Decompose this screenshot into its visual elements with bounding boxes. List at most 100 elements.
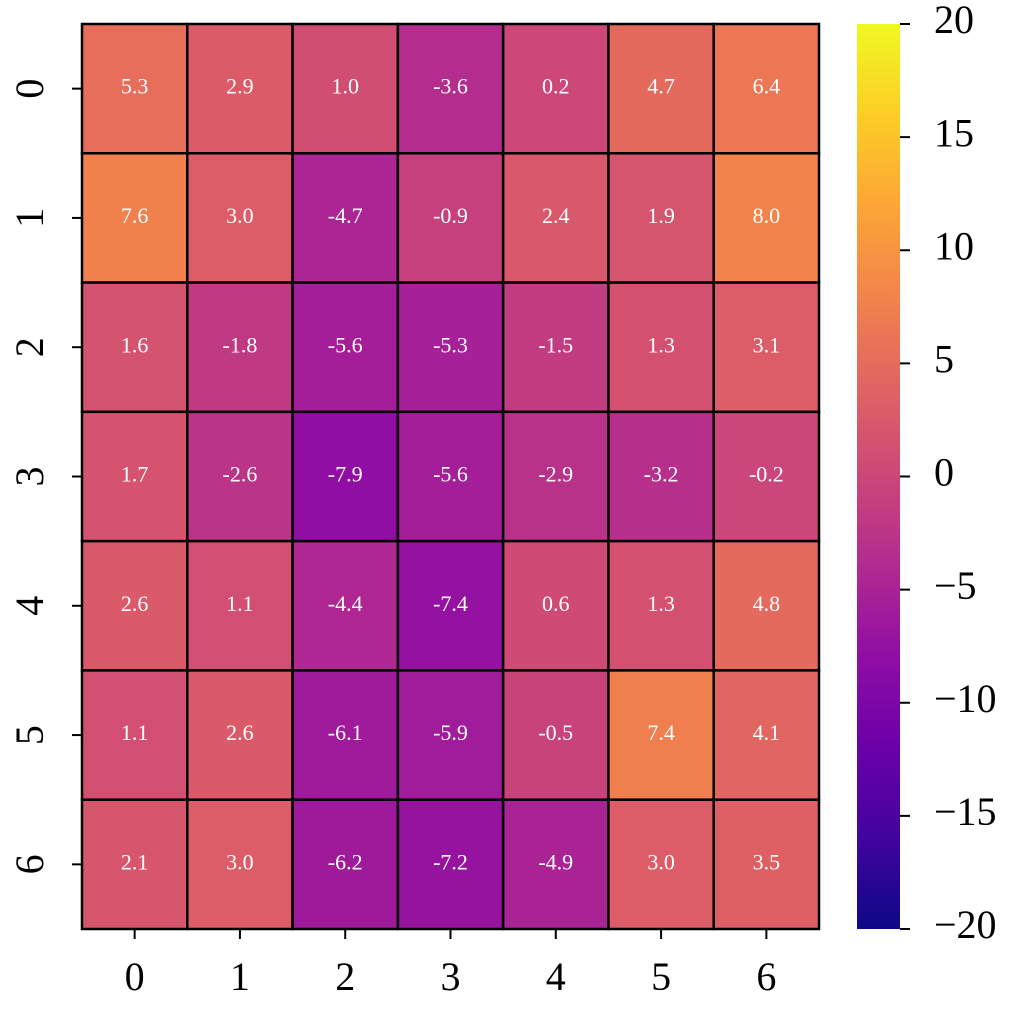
heatmap-cell — [396, 281, 505, 414]
heatmap-cell — [291, 281, 400, 414]
cell-label: -4.9 — [538, 849, 573, 874]
y-tick-label: 5 — [7, 725, 52, 745]
heatmap-cell — [186, 410, 294, 543]
heatmap-cell — [80, 539, 189, 672]
cell-label: 3.0 — [226, 203, 254, 228]
x-tick-label: 0 — [125, 954, 145, 999]
heatmap-cell — [186, 22, 294, 155]
cell-label: 1.1 — [226, 591, 254, 616]
x-tick-label: 2 — [335, 954, 355, 999]
heatmap-cell — [501, 152, 610, 284]
cell-label: -3.2 — [644, 462, 679, 487]
cell-label: 0.6 — [542, 591, 570, 616]
colorbar-tick-label: −5 — [934, 563, 977, 608]
cell-label: 2.6 — [121, 591, 149, 616]
heatmap-cell — [291, 22, 400, 155]
cell-label: 1.6 — [121, 332, 149, 357]
heatmap-cell — [712, 798, 821, 931]
cell-label: -2.9 — [538, 462, 573, 487]
y-tick-label: 2 — [7, 337, 52, 357]
cell-label: -5.3 — [433, 332, 468, 357]
cell-label: 4.8 — [753, 591, 781, 616]
cell-label: 2.9 — [226, 74, 254, 99]
heatmap-cell — [291, 539, 400, 672]
cell-label: 3.0 — [226, 849, 254, 874]
heatmap-cell — [607, 22, 715, 155]
heatmap-cell — [80, 22, 189, 155]
cell-label: -6.1 — [328, 720, 363, 745]
cell-label: -0.2 — [749, 462, 784, 487]
cell-label: 4.7 — [647, 74, 675, 99]
cell-label: -1.5 — [538, 332, 573, 357]
cell-label: -2.6 — [223, 462, 258, 487]
x-tick-label: 3 — [441, 954, 461, 999]
cell-label: 5.3 — [121, 74, 149, 99]
y-tick-label: 4 — [7, 596, 52, 616]
heatmap-cell — [80, 410, 189, 543]
colorbar-tick-label: 20 — [934, 0, 974, 42]
cell-label: 3.0 — [647, 849, 675, 874]
cell-label: -7.9 — [328, 462, 363, 487]
cell-label: 3.1 — [753, 332, 781, 357]
cell-label: 2.1 — [121, 849, 149, 874]
heatmap-cell — [186, 281, 294, 414]
cell-label: 1.7 — [121, 462, 149, 487]
x-tick-label: 6 — [756, 954, 776, 999]
heatmap-cell — [607, 798, 715, 931]
colorbar-tick-label: 10 — [934, 223, 974, 268]
colorbar-tick-label: 15 — [934, 110, 974, 155]
cell-label: 3.5 — [753, 849, 781, 874]
cell-label: -4.7 — [328, 203, 363, 228]
cell-label: -5.6 — [433, 462, 468, 487]
heatmap-cell — [607, 281, 715, 414]
cell-label: 7.4 — [647, 720, 675, 745]
cell-label: -5.9 — [433, 720, 468, 745]
cell-label: -6.2 — [328, 849, 363, 874]
heatmap-cell — [501, 669, 610, 801]
heatmap-cell — [712, 410, 821, 543]
cell-label: 1.0 — [331, 74, 359, 99]
heatmap-cell — [712, 152, 821, 284]
colorbar-tick-label: −20 — [934, 902, 997, 947]
colorbar-tick-label: 0 — [934, 450, 954, 495]
cell-label: 1.3 — [647, 332, 675, 357]
heatmap-cell — [80, 669, 189, 801]
colorbar-tick-label: 5 — [934, 337, 954, 382]
x-tick-label: 4 — [546, 954, 566, 999]
colorbar-tick-label: −10 — [934, 676, 997, 721]
x-tick-label: 5 — [651, 954, 671, 999]
cell-label: -3.6 — [433, 74, 468, 99]
cell-label: -0.5 — [538, 720, 573, 745]
heatmap-cell — [501, 281, 610, 414]
heatmap-cell — [712, 281, 821, 414]
cell-label: 6.4 — [753, 74, 781, 99]
y-tick-label: 6 — [7, 854, 52, 874]
heatmap-cell — [396, 669, 505, 801]
heatmap-cell — [712, 669, 821, 801]
cell-label: 1.9 — [647, 203, 675, 228]
cell-label: 1.3 — [647, 591, 675, 616]
heatmap-cell — [396, 798, 505, 931]
cell-label: 1.1 — [121, 720, 149, 745]
cell-label: 4.1 — [753, 720, 781, 745]
cell-label: 2.4 — [542, 203, 570, 228]
colorbar — [857, 24, 900, 929]
heatmap-cell — [607, 410, 715, 543]
heatmap-cell — [80, 798, 189, 931]
cell-label: 0.2 — [542, 74, 570, 99]
cell-label: 2.6 — [226, 720, 254, 745]
y-tick-label: 0 — [7, 79, 52, 99]
y-tick-label: 1 — [7, 208, 52, 228]
y-tick-label: 3 — [7, 467, 52, 487]
cell-label: 8.0 — [753, 203, 781, 228]
heatmap-cell — [291, 152, 400, 284]
cell-label: -4.4 — [328, 591, 363, 616]
cell-label: -1.8 — [223, 332, 258, 357]
cell-label: -7.4 — [433, 591, 468, 616]
cell-label: -0.9 — [433, 203, 468, 228]
heatmap-cell — [186, 669, 294, 801]
cell-label: -5.6 — [328, 332, 363, 357]
cell-label: 7.6 — [121, 203, 149, 228]
heatmap-cell — [291, 798, 400, 931]
